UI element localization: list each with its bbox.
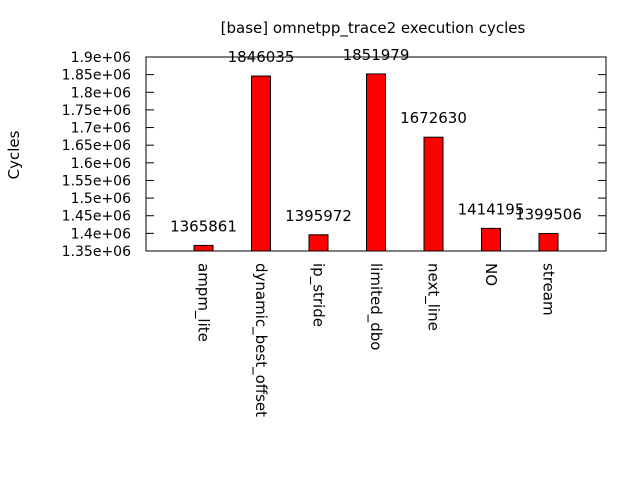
value-label: 1399506 — [515, 206, 582, 224]
y-tick-label: 1.85e+06 — [62, 68, 131, 84]
y-axis: 1.35e+061.4e+061.45e+061.5e+061.55e+061.… — [62, 50, 606, 260]
y-tick-label: 1.35e+06 — [62, 244, 131, 260]
y-tick-label: 1.7e+06 — [71, 121, 132, 137]
value-label: 1365861 — [170, 217, 237, 235]
y-tick-label: 1.9e+06 — [71, 50, 132, 66]
x-tick-label: next_line — [424, 263, 443, 331]
value-label: 1846035 — [228, 48, 295, 66]
x-tick-label: stream — [540, 263, 558, 316]
value-label: 1672630 — [400, 109, 467, 127]
y-axis-label: Cycles — [5, 130, 23, 179]
x-tick-label: dynamic_best_offset — [251, 263, 270, 417]
x-tick-label: NO — [482, 263, 500, 286]
bar-NO — [481, 227, 501, 252]
y-tick-label: 1.6e+06 — [71, 156, 132, 172]
bar-stream — [538, 233, 559, 252]
value-label: 1851979 — [343, 46, 410, 64]
y-tick-label: 1.4e+06 — [71, 226, 132, 242]
value-labels: 1365861 1846035 1395972 1851979 1672630 14141… — [170, 46, 582, 235]
y-tick-label: 1.65e+06 — [62, 138, 131, 154]
x-tick-labels: ampm_lite dynamic_best_offset ip_stride lim… — [194, 263, 558, 417]
y-tick-label: 1.45e+06 — [62, 209, 131, 225]
chart-title: [base] omnetpp_trace2 execution cycles — [221, 19, 526, 38]
y-tick-label: 1.5e+06 — [71, 191, 132, 207]
bar-series — [193, 73, 559, 252]
bar-ampm_lite — [193, 244, 214, 252]
bar-next_line — [423, 136, 444, 252]
value-label: 1395972 — [285, 207, 352, 225]
x-tick-label: ip_stride — [309, 263, 328, 327]
bar-dynamic_best_offset — [251, 75, 271, 252]
value-label: 1414195 — [458, 200, 525, 218]
y-tick-label: 1.8e+06 — [71, 85, 132, 101]
x-tick-label: ampm_lite — [194, 263, 213, 342]
y-tick-label: 1.75e+06 — [62, 103, 131, 119]
x-tick-label: limited_dbo — [366, 263, 385, 350]
y-tick-label: 1.55e+06 — [62, 173, 131, 189]
bar-ip_stride — [308, 234, 329, 252]
bar-limited_dbo — [366, 73, 386, 252]
